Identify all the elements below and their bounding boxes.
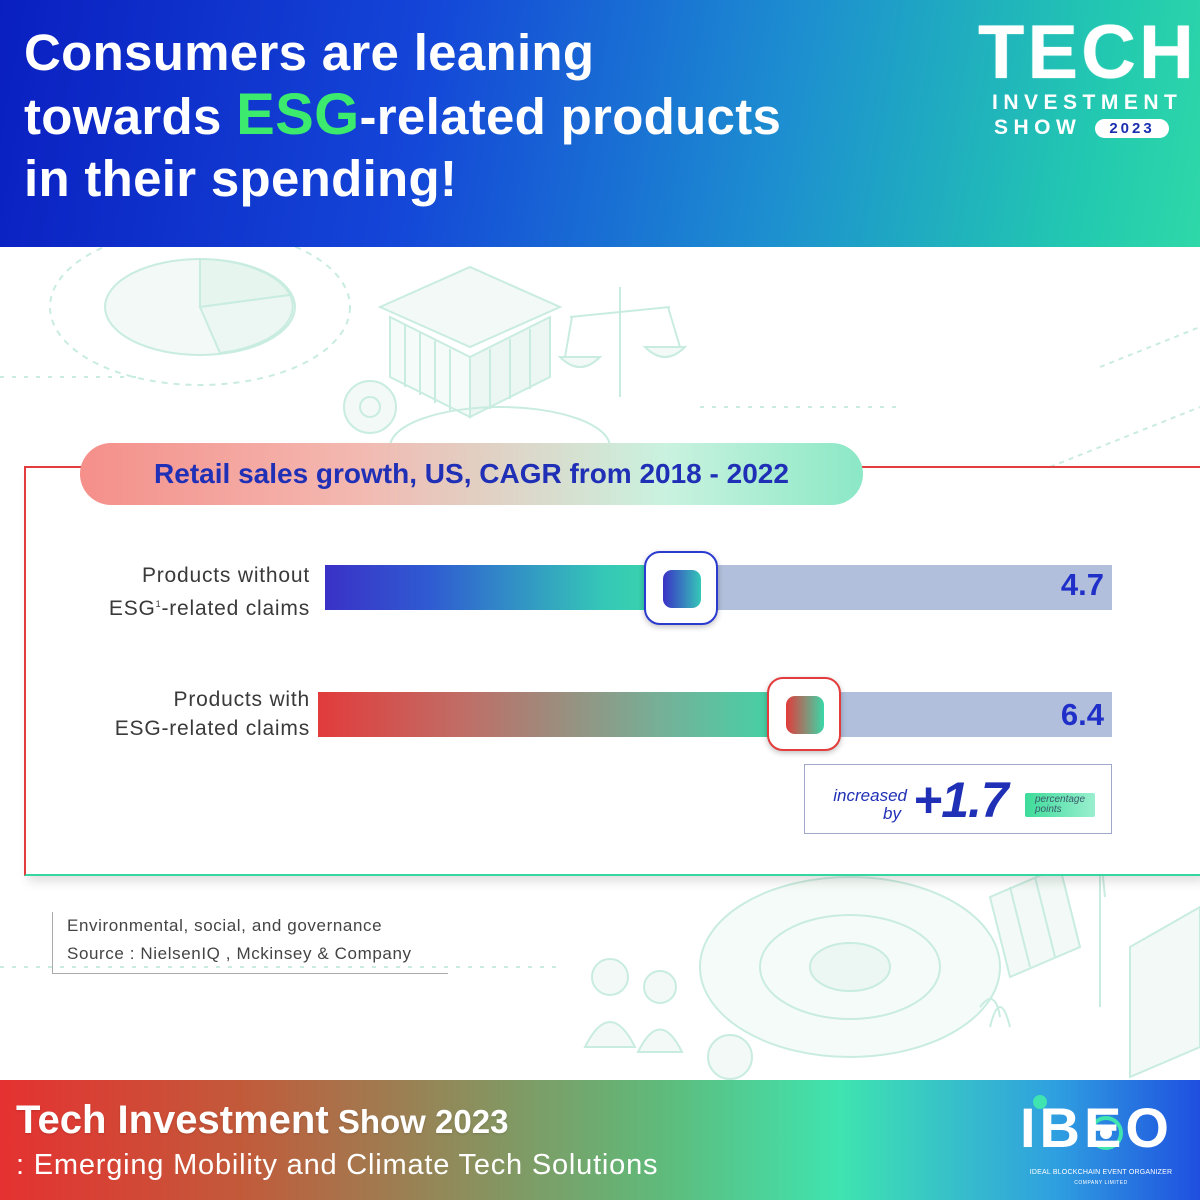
logo-show: SHOW (994, 116, 1082, 139)
decorative-background-illustration (0, 247, 1200, 1080)
bar-marker-without-esg-inner (663, 570, 701, 608)
right-grid-decoration (1049, 326, 1200, 1079)
footnote-marker: 1 (155, 599, 162, 609)
bar-label-with-esg-line-2: ESG-related claims (60, 714, 310, 743)
ibeo-letters: IBEO (1020, 1096, 1173, 1159)
solar-panel-icon (988, 865, 1082, 979)
ibeo-logo: IBEO IDEAL BLOCKCHAIN EVENT ORGANIZER CO… (1010, 1086, 1192, 1194)
bar-label-without-esg-line-2: ESG1-related claims (60, 590, 310, 623)
gear-icon (343, 380, 753, 1080)
logo-investment: INVESTMENT (992, 91, 1183, 114)
bar-label-without-esg: Products without ESG1-related claims (60, 561, 310, 623)
logo-row: SHOW 2023 (994, 116, 1183, 140)
headline-highlight: ESG (236, 82, 360, 147)
value-label-without-esg: 4.7 (1060, 567, 1104, 602)
footnote-source: Source : NielsenIQ , Mckinsey & Company (67, 944, 412, 963)
tech-investment-show-logo: TECH INVESTMENT SHOW 2023 (978, 10, 1197, 142)
increase-text-line-1: increased (833, 786, 907, 805)
bar-marker-without-esg (644, 551, 718, 625)
increase-value: +1.7 (913, 772, 1009, 828)
bar-label-with-esg-line-1: Products with (173, 688, 310, 711)
ibeo-company-name: IDEAL BLOCKCHAIN EVENT ORGANIZER (1029, 1169, 1173, 1176)
footer-title-small: Show 2023 (328, 1103, 509, 1140)
footer-banner: Tech Investment Show 2023 : Emerging Mob… (0, 1080, 1200, 1200)
headline-line-2-post: -related products (359, 88, 782, 145)
headline-line-2: towards ESG-related products (24, 84, 924, 148)
headline: Consumers are leaning towards ESG-relate… (24, 22, 924, 210)
headline-line-2-pre: towards (24, 88, 237, 145)
footnote-definition: Environmental, social, and governance (67, 916, 383, 935)
bar-label-with-esg-esg: ESG (114, 717, 162, 740)
bar-without-esg (325, 565, 674, 610)
plant-icon (979, 998, 1011, 1028)
increase-unit-line-1: percentage (1035, 794, 1086, 805)
headline-line-3: in their spending! (24, 150, 458, 207)
bar-label-without-esg-line-1: Products without (141, 564, 310, 587)
bar-with-esg (318, 692, 797, 737)
pie-chart-icon (49, 247, 351, 386)
increase-unit-line-2: points (1035, 804, 1062, 815)
header-banner: Consumers are leaning towards ESG-relate… (0, 0, 1200, 247)
logo-year: 2023 (1095, 118, 1169, 138)
increase-annotation: increased by +1.7 percentage points (804, 764, 1112, 834)
bar-marker-with-esg-inner (786, 696, 824, 734)
bar-marker-with-esg (767, 677, 841, 751)
footer-title: Tech Investment Show 2023 (16, 1098, 508, 1144)
chart-title: Retail sales growth, US, CAGR from 2018 … (80, 443, 863, 505)
bar-label-without-esg-esg: ESG (108, 597, 156, 620)
people-icon (583, 958, 684, 1053)
headline-line-1: Consumers are leaning (24, 24, 595, 81)
ibeo-company-sub: COMPANY LIMITED (1074, 1180, 1128, 1186)
logo-tech: TECH (978, 10, 1197, 95)
bank-building-icon (377, 265, 563, 419)
bar-label-with-esg-claims: -related claims (161, 717, 310, 740)
increase-text: increased by (819, 787, 907, 823)
footnote: Environmental, social, and governance So… (52, 912, 448, 974)
footer-subtitle: : Emerging Mobility and Climate Tech Sol… (16, 1149, 659, 1181)
bar-label-with-esg: Products with ESG-related claims (60, 685, 310, 743)
justice-scales-icon (557, 287, 688, 397)
increase-unit: percentage points (1025, 793, 1096, 817)
increase-text-line-2: by (883, 804, 901, 823)
bar-label-without-esg-claims: -related claims (161, 597, 310, 620)
ibeo-logo-mark (1033, 1095, 1123, 1150)
footer-title-bold: Tech Investment (16, 1098, 329, 1142)
value-label-with-esg: 6.4 (1060, 697, 1104, 732)
